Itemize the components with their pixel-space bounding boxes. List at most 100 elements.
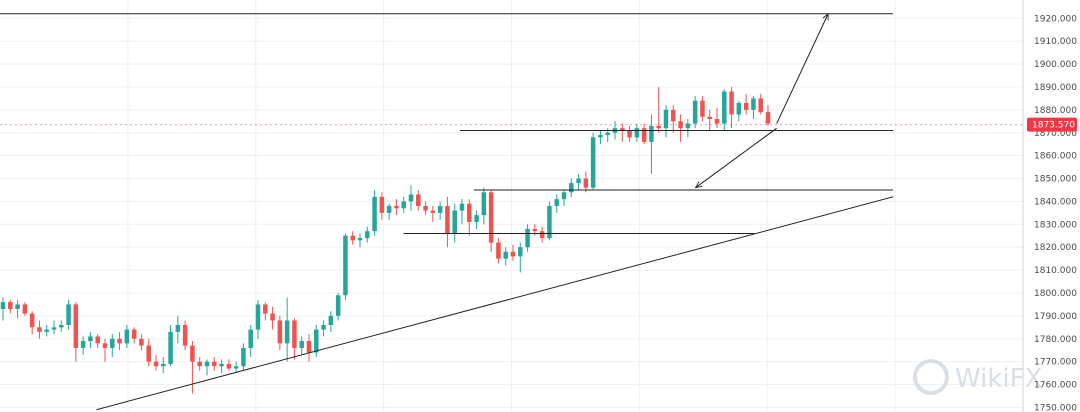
y-tick-label: 1840.000 [1034, 197, 1077, 207]
candle [146, 338, 151, 367]
candle [350, 231, 355, 245]
candle-body [299, 341, 304, 348]
candle-body [423, 206, 428, 211]
candle-body [729, 91, 734, 115]
candle-body [416, 194, 421, 206]
candle-body [241, 347, 246, 367]
candle [598, 130, 603, 145]
candle-body [510, 251, 516, 257]
candle [751, 96, 756, 120]
candle [503, 247, 508, 266]
candle-body [401, 201, 406, 209]
candle-body [124, 329, 130, 344]
candle [437, 201, 443, 220]
candle-body [226, 363, 232, 369]
candle [641, 123, 647, 145]
candle-body [758, 98, 763, 113]
candle [627, 125, 632, 142]
candle [496, 238, 501, 264]
candle [29, 311, 35, 335]
candle-body [467, 203, 472, 223]
candle-body [394, 206, 399, 209]
candle [139, 334, 144, 351]
candle-body [700, 100, 705, 117]
candle-body [386, 206, 392, 213]
candle [292, 318, 297, 360]
candle [510, 244, 516, 261]
candle [212, 357, 217, 371]
candle [15, 299, 20, 319]
candle [88, 331, 93, 348]
candle [649, 114, 654, 174]
candle-body [306, 341, 312, 353]
candle [518, 242, 523, 273]
grid [0, 0, 1023, 412]
y-tick-label: 1870.000 [1034, 129, 1077, 139]
candle [467, 199, 472, 236]
candle [416, 189, 421, 211]
y-tick-label: 1850.000 [1034, 175, 1077, 185]
candle [233, 361, 239, 374]
candle [408, 185, 414, 211]
candle-body [437, 206, 443, 213]
candle [153, 354, 159, 371]
candle [423, 201, 428, 216]
candle-body [248, 329, 253, 348]
candle-body [146, 345, 151, 362]
candle-body [379, 196, 385, 213]
candle-body [314, 329, 319, 353]
candle [226, 359, 232, 371]
candle-body [569, 183, 574, 193]
watermark-text: WikiFX [955, 364, 1042, 394]
candle-body [357, 238, 363, 241]
candle [372, 189, 377, 236]
up-arrow [776, 14, 829, 124]
candle [700, 96, 705, 122]
candle-body [598, 135, 603, 138]
candle [357, 233, 363, 248]
candle-body [22, 304, 28, 314]
candle-body [518, 247, 523, 257]
candle-body [95, 336, 100, 344]
candle-body [532, 228, 538, 232]
candle [0, 297, 6, 321]
candle-body [321, 325, 326, 330]
candle-body [270, 313, 275, 321]
candle [299, 336, 304, 355]
candle [124, 325, 130, 348]
watermark: WikiFX [913, 359, 1042, 395]
y-tick-label: 1880.000 [1034, 106, 1077, 116]
y-tick-label: 1910.000 [1034, 37, 1077, 47]
candle-body [590, 137, 596, 188]
candle-body [161, 363, 166, 367]
candle [248, 325, 253, 358]
candle [182, 320, 188, 351]
ascending-trendline [96, 196, 894, 411]
candle [729, 86, 734, 129]
candle [95, 334, 100, 348]
candle-body [503, 251, 508, 259]
candle-body [8, 302, 13, 309]
candle-body [343, 235, 348, 296]
candle [328, 311, 334, 332]
candle-body [110, 338, 115, 348]
wikifx-logo-icon [913, 359, 949, 395]
candle [758, 93, 763, 115]
candles [0, 86, 771, 394]
candle [365, 226, 370, 243]
candle [554, 194, 559, 213]
candle-body [525, 228, 530, 248]
candle [590, 132, 596, 190]
annotations [0, 14, 894, 411]
candle-body [190, 345, 195, 362]
y-tick-label: 1900.000 [1034, 60, 1077, 70]
candle [379, 192, 385, 220]
candle-body [153, 361, 159, 367]
candle-body [66, 304, 71, 326]
candle-body [88, 336, 93, 342]
candle [707, 109, 712, 131]
y-axis: 1920.000 1910.000 1900.000 1890.000 1880.000… [1022, 0, 1077, 412]
candle-body [0, 302, 6, 309]
y-tick-label: 1890.000 [1034, 83, 1077, 93]
y-tick-label: 1750.000 [1034, 403, 1077, 412]
